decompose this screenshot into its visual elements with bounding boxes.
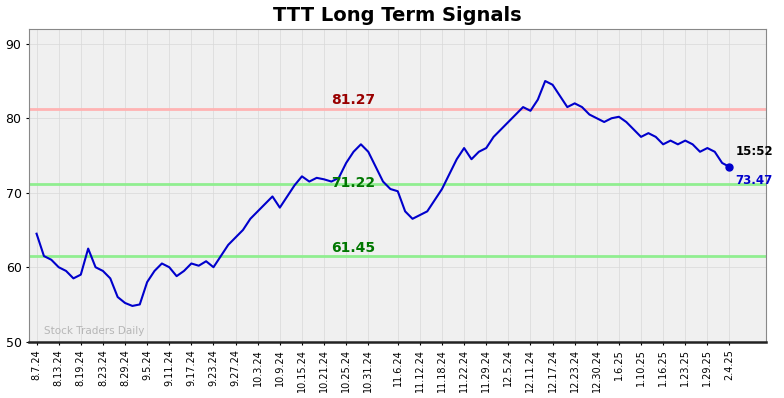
Text: 15:52: 15:52 (735, 145, 773, 158)
Title: TTT Long Term Signals: TTT Long Term Signals (274, 6, 522, 25)
Text: 81.27: 81.27 (331, 94, 375, 107)
Text: 71.22: 71.22 (331, 176, 375, 189)
Text: 61.45: 61.45 (331, 241, 375, 255)
Text: Stock Traders Daily: Stock Traders Daily (44, 326, 144, 336)
Text: 73.47: 73.47 (735, 174, 772, 187)
